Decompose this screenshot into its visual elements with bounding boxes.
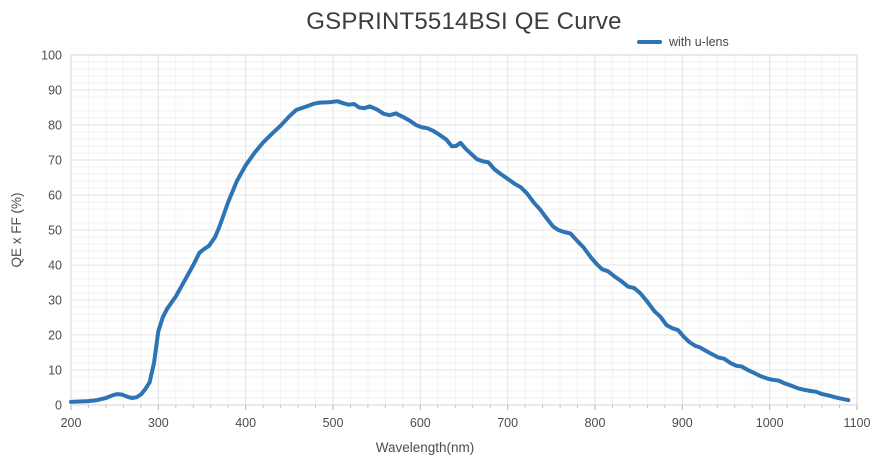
legend-label: with u-lens [669,35,729,49]
x-tick-label: 300 [148,416,169,430]
y-tick-label: 40 [48,259,62,273]
x-axis-title: Wavelength(nm) [376,440,475,455]
x-tick-label: 800 [585,416,606,430]
x-tick-label: 700 [497,416,518,430]
y-tick-label: 80 [48,119,62,133]
chart-title: GSPRINT5514BSI QE Curve [306,8,622,35]
y-tick-label: 20 [48,329,62,343]
x-tick-label: 200 [61,416,82,430]
y-tick-label: 90 [48,84,62,98]
x-tick-label: 1000 [756,416,784,430]
y-tick-label: 60 [48,189,62,203]
y-tick-label: 70 [48,154,62,168]
plot-border [70,54,858,406]
y-tick-label: 30 [48,294,62,308]
x-tick-label: 400 [235,416,256,430]
y-tick-label: 100 [41,49,62,63]
legend: with u-lens [637,35,729,49]
y-axis-title: QE x FF (%) [9,193,24,268]
x-tick-label: 1100 [844,416,871,430]
y-tick-label: 10 [48,364,62,378]
x-tick-label: 500 [323,416,344,430]
y-tick-label: 0 [55,399,62,413]
x-tick-label: 600 [410,416,431,430]
qe-curve-line [69,99,851,404]
x-tick-label: 900 [672,416,693,430]
legend-line-swatch [637,40,662,44]
y-tick-label: 50 [48,224,62,238]
